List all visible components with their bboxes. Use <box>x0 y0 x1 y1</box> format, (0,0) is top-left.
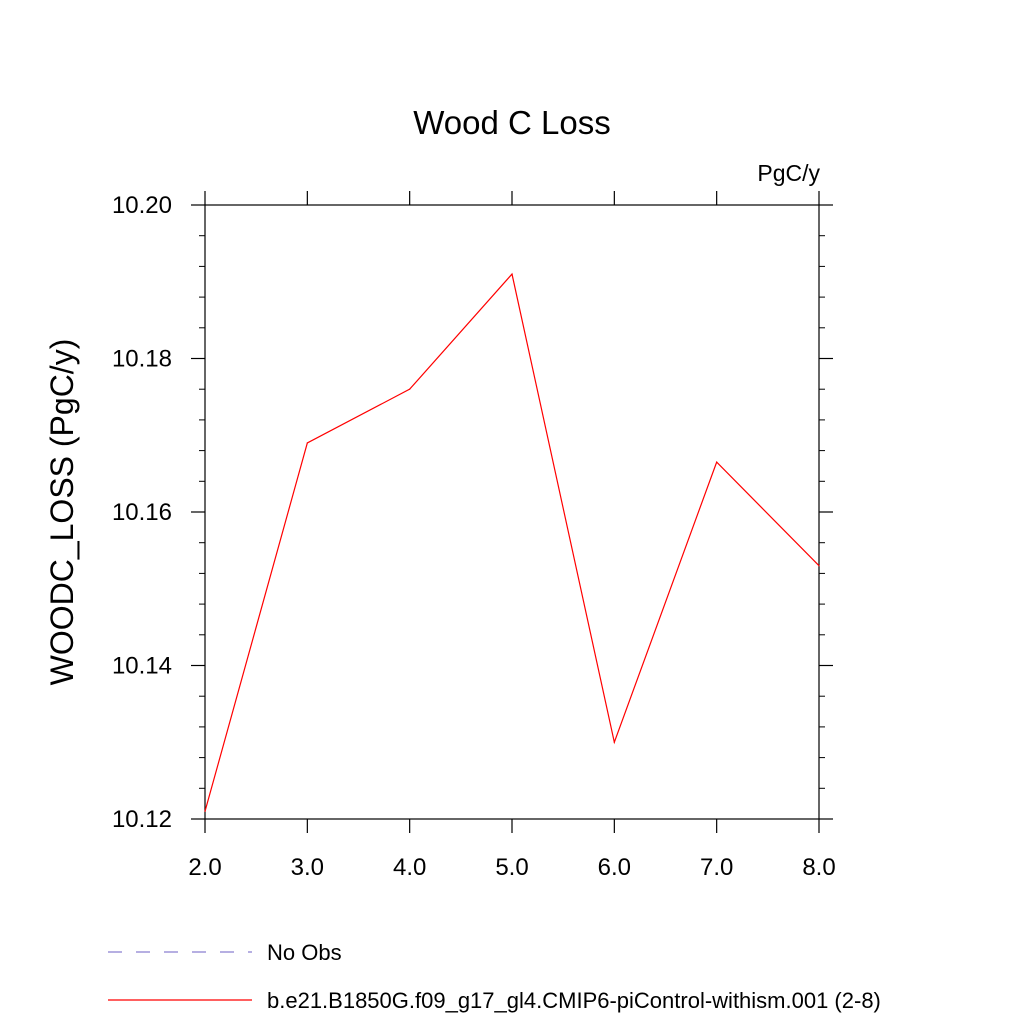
data-point <box>818 565 820 567</box>
series-layer <box>204 272 820 812</box>
x-axis: 2.0 3.0 4.0 5.0 6.0 7.0 8.0 <box>188 191 836 881</box>
chart-title: Wood C Loss <box>413 104 610 141</box>
data-point <box>409 388 411 390</box>
legend-label: b.e21.B1850G.f09_g17_gl4.CMIP6-piControl… <box>267 988 881 1013</box>
x-tick-label: 5.0 <box>495 854 528 881</box>
units-label: PgC/y <box>757 160 820 186</box>
plot-frame <box>204 204 820 820</box>
series-line-0 <box>204 272 820 812</box>
data-point <box>716 461 718 463</box>
legend: No Obs b.e21.B1850G.f09_g17_gl4.CMIP6-piC… <box>108 940 881 1013</box>
y-tick-label: 10.14 <box>112 653 172 680</box>
x-tick-label: 7.0 <box>700 854 733 881</box>
y-tick-label: 10.20 <box>112 192 172 219</box>
y-axis: 10.12 10.14 10.16 10.18 10.20 <box>112 192 833 833</box>
data-point <box>204 810 206 812</box>
data-point <box>613 741 615 743</box>
data-point <box>511 273 513 275</box>
x-tick-label: 8.0 <box>802 854 835 881</box>
x-tick-label: 3.0 <box>291 854 324 881</box>
data-point <box>306 442 308 444</box>
x-tick-label: 2.0 <box>188 854 221 881</box>
legend-label: No Obs <box>267 940 342 965</box>
x-tick-label: 4.0 <box>393 854 426 881</box>
y-tick-label: 10.12 <box>112 806 172 833</box>
y-tick-label: 10.18 <box>112 346 172 373</box>
y-tick-label: 10.16 <box>112 499 172 526</box>
x-tick-label: 6.0 <box>598 854 631 881</box>
y-axis-label: WOODC_LOSS (PgC/y) <box>44 339 80 686</box>
